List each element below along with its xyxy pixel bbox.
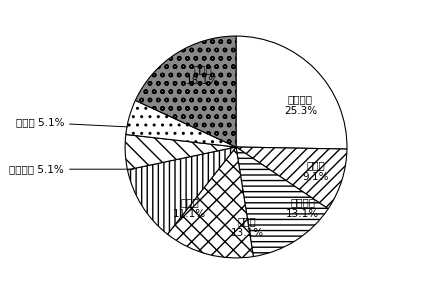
Text: 臨時等
13.1%: 臨時等 13.1%: [231, 216, 264, 238]
Text: 正規職員
13.1%: 正規職員 13.1%: [286, 197, 319, 219]
Text: 今のまま
25.3%: 今のまま 25.3%: [284, 94, 317, 116]
Wedge shape: [236, 147, 328, 257]
Text: 自宅で
11.1%: 自宅で 11.1%: [173, 197, 206, 219]
Text: その他 5.1%: その他 5.1%: [15, 118, 128, 128]
Wedge shape: [135, 36, 236, 147]
Text: 自営業
9.1%: 自営業 9.1%: [303, 161, 329, 182]
Wedge shape: [126, 100, 236, 147]
Wedge shape: [125, 134, 236, 170]
Wedge shape: [236, 147, 347, 209]
Wedge shape: [167, 147, 253, 258]
Text: 無回答
18.1%: 無回答 18.1%: [186, 64, 219, 86]
Text: 授産施設 5.1%: 授産施設 5.1%: [9, 164, 134, 174]
Wedge shape: [236, 36, 347, 149]
Wedge shape: [128, 147, 236, 234]
